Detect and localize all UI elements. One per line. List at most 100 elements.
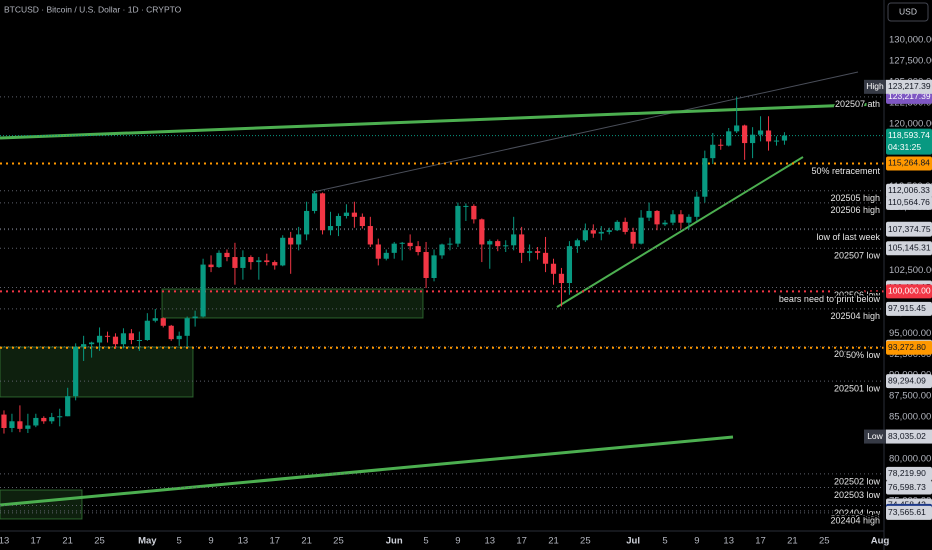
x-tick-label: 13 — [238, 536, 249, 547]
x-tick-label: 5 — [662, 536, 667, 547]
candle-body — [304, 210, 310, 235]
candle-body — [614, 221, 620, 231]
level-badge-bg — [886, 374, 932, 389]
candle-body — [264, 260, 270, 263]
y-tick-label: 95,000.00 — [889, 328, 931, 339]
level-badge: 107,374.75 — [888, 224, 931, 234]
level-badge: 78,219.90 — [888, 468, 926, 478]
x-tick-label: 25 — [333, 536, 344, 547]
candle-body — [471, 205, 477, 220]
x-tick-label: 25 — [819, 536, 830, 547]
level-note: 50% retracement — [811, 166, 880, 176]
level-note: 202504 high — [830, 311, 880, 321]
candle-body — [17, 421, 23, 429]
candle-body — [383, 252, 389, 259]
x-tick-label: 21 — [62, 536, 73, 547]
level-badge: 110,564.76 — [888, 197, 930, 207]
level-badge: 93,272.80 — [888, 342, 926, 352]
candle-body — [343, 212, 350, 216]
candle-body — [702, 158, 708, 197]
x-tick-label: 9 — [694, 536, 699, 547]
candle-body — [670, 214, 676, 223]
price-badges: 123,217.39 115,264.84 112,006.33 110,564.76… — [864, 79, 932, 520]
candle-body — [423, 252, 429, 278]
marker-value: 83,035.02 — [888, 431, 926, 441]
candle-body — [280, 237, 286, 266]
y-tick-label: 80,000.00 — [889, 454, 931, 465]
currency-button[interactable] — [887, 2, 929, 22]
level-badge: 123,217.39 — [888, 91, 931, 101]
currency-label[interactable]: USD — [899, 6, 917, 16]
candle-body — [128, 333, 135, 341]
candle-body — [574, 240, 580, 247]
x-tick-label: 17 — [516, 536, 527, 547]
candle-body — [96, 335, 103, 343]
drawings — [0, 71, 881, 520]
y-tick-label: 130,000.00 — [889, 35, 932, 46]
x-tick-label: 25 — [94, 536, 105, 547]
candle-body — [81, 344, 87, 347]
candle-body — [590, 230, 596, 234]
candle-body — [765, 130, 772, 142]
trend-line — [556, 156, 804, 308]
level-note: 202502 low — [834, 476, 881, 486]
level-badge-bg — [886, 156, 932, 171]
x-tick-label: 5 — [177, 536, 182, 547]
candle-body — [479, 219, 485, 245]
candles — [1, 96, 788, 434]
candle-body — [319, 193, 326, 231]
level-note: bears need to print below — [779, 294, 881, 304]
candle-body — [120, 333, 127, 345]
candle-body — [104, 335, 111, 337]
candle-body — [144, 320, 150, 341]
level-note: 202506 high — [830, 205, 880, 215]
candle-body — [391, 243, 397, 253]
x-tick-label: Aug — [871, 536, 890, 547]
candle-body — [359, 216, 365, 227]
candle-body — [511, 234, 517, 246]
candle-body — [718, 144, 724, 146]
level-badge-bg — [886, 222, 932, 237]
candle-body — [598, 231, 604, 234]
candle-body — [622, 221, 628, 232]
candle-body — [439, 244, 445, 256]
candle-body — [678, 214, 684, 223]
candle-body — [781, 135, 788, 141]
y-tick-label: 127,500.00 — [889, 55, 932, 66]
candle-body — [367, 226, 373, 245]
candle-body — [33, 417, 39, 426]
candle-body — [375, 244, 381, 259]
notes: 202507 ath 50% retracement 202505 high 2025… — [777, 98, 882, 527]
trend-line — [0, 435, 734, 507]
zone-box — [0, 346, 194, 398]
x-tick-label: 25 — [580, 536, 591, 547]
candle-body — [630, 231, 636, 244]
candle-body — [65, 396, 71, 417]
candle-body — [662, 222, 668, 225]
y-tick-label: 120,000.00 — [889, 118, 932, 129]
candle-body — [176, 335, 182, 340]
level-badge-bg — [886, 505, 932, 520]
candle-body — [200, 264, 206, 317]
marker-value-bg — [886, 429, 932, 444]
candle-body — [1, 414, 7, 428]
level-badge-bg — [886, 284, 932, 299]
level-note: 50% low — [846, 350, 881, 360]
candle-body — [646, 210, 652, 218]
last-price: 118,593.74 — [888, 130, 930, 140]
candle-body — [550, 263, 557, 274]
candle-body — [351, 212, 357, 217]
candle-body — [558, 273, 565, 284]
candle-body — [503, 245, 509, 247]
level-note: 202507 ath — [835, 99, 880, 109]
last-price-bg — [886, 128, 932, 155]
level-note: low of last week — [816, 232, 880, 242]
y-tick-label: 85,000.00 — [889, 412, 931, 423]
x-tick-label: 9 — [208, 536, 213, 547]
level-badge-bg — [886, 195, 932, 210]
level-note: 202507 low — [834, 251, 881, 261]
marker-value: 123,217.39 — [888, 81, 931, 91]
candle-body — [431, 255, 437, 278]
x-tick-label: 17 — [755, 536, 766, 547]
